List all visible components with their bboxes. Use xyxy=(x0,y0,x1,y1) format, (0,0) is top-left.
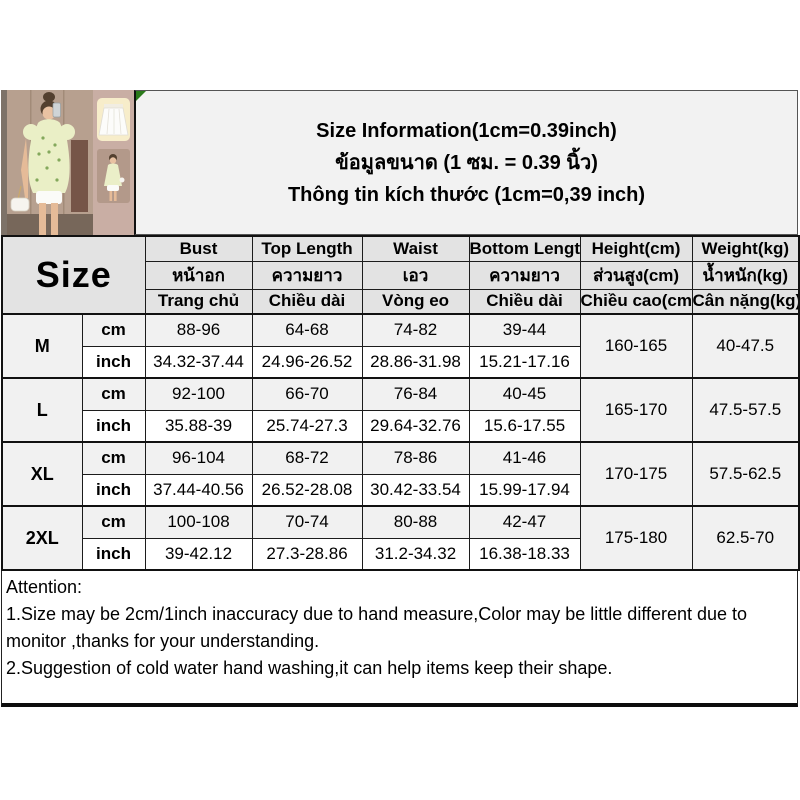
product-photo xyxy=(1,90,134,235)
col-header-waist-th: เอว xyxy=(361,260,470,290)
measurement-cell: 64-68 xyxy=(251,313,363,347)
col-header-height-vi: Chiều cao(cm) xyxy=(579,288,693,315)
size-row-label: M xyxy=(1,313,83,379)
measurement-cell: 100-108 xyxy=(144,505,253,539)
size-header-cell: Size xyxy=(1,235,146,315)
unit-label-cm: cm xyxy=(81,313,146,347)
measurement-cell: 74-82 xyxy=(361,313,470,347)
measurement-cell: 30.42-33.54 xyxy=(361,473,470,507)
table-row: inch 39-42.12 27.3-28.86 31.2-34.32 16.3… xyxy=(2,537,799,571)
title-line-en: Size Information(1cm=0.39inch) xyxy=(316,119,617,142)
measurement-cell: 42-47 xyxy=(468,505,581,539)
product-photo-illustration xyxy=(1,90,134,235)
table-row: M cm 88-96 64-68 74-82 39-44 160-165 40-… xyxy=(1,313,800,379)
col-header-waist-en: Waist xyxy=(361,235,470,262)
measurement-cell: 66-70 xyxy=(251,377,363,411)
measurement-cell: 16.38-18.33 xyxy=(468,537,581,571)
title-line-th: ข้อมูลขนาด (1 ซม. = 0.39 นิ้ว) xyxy=(335,151,598,174)
size-info-title-block: Size Information(1cm=0.39inch) ข้อมูลขนา… xyxy=(134,90,798,235)
size-row-label: L xyxy=(1,377,83,443)
measurement-cell: 78-86 xyxy=(361,441,470,475)
measurement-cell: 35.88-39 xyxy=(144,409,253,443)
unit-label-cm: cm xyxy=(81,377,146,411)
measurement-cell: 39-42.12 xyxy=(144,537,253,571)
col-header-weight-vi: Cân nặng(kg) xyxy=(691,288,800,315)
measurement-cell: 92-100 xyxy=(144,377,253,411)
measurement-cell: 34.32-37.44 xyxy=(144,345,253,379)
col-header-toplength-en: Top Length xyxy=(251,235,363,262)
size-row-label: XL xyxy=(1,441,83,507)
measurement-cell: 15.6-17.55 xyxy=(468,409,581,443)
table-row: inch 37.44-40.56 26.52-28.08 30.42-33.54… xyxy=(2,473,799,507)
measurement-cell: 29.64-32.76 xyxy=(361,409,470,443)
thumbnail-outfit xyxy=(97,149,130,203)
corner-fold-icon xyxy=(136,91,146,101)
title-line-vi: Thông tin kích thước (1cm=0,39 inch) xyxy=(287,183,646,206)
measurement-cell: 37.44-40.56 xyxy=(144,473,253,507)
measurement-cell: 88-96 xyxy=(144,313,253,347)
col-header-weight-en: Weight(kg) xyxy=(691,235,800,262)
col-header-bottomlength-th: ความยาว xyxy=(468,260,581,290)
header-row-th: หน้าอก ความยาว เอว ความยาว ส่วนสูง(cm) น… xyxy=(2,260,800,290)
measurement-cell: 41-46 xyxy=(468,441,581,475)
measurement-cell: 80-88 xyxy=(361,505,470,539)
table-row: 2XL cm 100-108 70-74 80-88 42-47 175-180… xyxy=(1,505,800,571)
measurement-cell: 76-84 xyxy=(361,377,470,411)
size-table: Size Bust Top Length Waist Bottom Length… xyxy=(1,235,800,571)
table-row: inch 34.32-37.44 24.96-26.52 28.86-31.98… xyxy=(2,345,799,379)
unit-label-cm: cm xyxy=(81,505,146,539)
col-header-bottomlength-vi: Chiều dài xyxy=(468,288,581,315)
table-row: L cm 92-100 66-70 76-84 40-45 165-170 47… xyxy=(1,377,800,443)
measurement-cell: 15.21-17.16 xyxy=(468,345,581,379)
height-cell: 160-165 xyxy=(579,313,693,379)
measurement-cell: 70-74 xyxy=(251,505,363,539)
measurement-cell: 26.52-28.08 xyxy=(251,473,363,507)
thumbnail-skirt xyxy=(97,98,130,141)
attention-note-2: 2.Suggestion of cold water hand washing,… xyxy=(6,658,613,678)
col-header-bust-en: Bust xyxy=(144,235,253,262)
measurement-cell: 15.99-17.94 xyxy=(468,473,581,507)
attention-title: Attention: xyxy=(6,577,83,597)
model-figure xyxy=(10,92,75,235)
weight-cell: 47.5-57.5 xyxy=(691,377,800,443)
table-row: XL cm 96-104 68-72 78-86 41-46 170-175 5… xyxy=(1,441,800,507)
unit-label-inch: inch xyxy=(81,473,146,507)
measurement-cell: 27.3-28.86 xyxy=(251,537,363,571)
measurement-cell: 68-72 xyxy=(251,441,363,475)
measurement-cell: 31.2-34.32 xyxy=(361,537,470,571)
measurement-cell: 24.96-26.52 xyxy=(251,345,363,379)
height-cell: 175-180 xyxy=(579,505,693,571)
weight-cell: 40-47.5 xyxy=(691,313,800,379)
measurement-cell: 28.86-31.98 xyxy=(361,345,470,379)
header-row-en: Size Bust Top Length Waist Bottom Length… xyxy=(1,235,800,315)
measurement-cell: 40-45 xyxy=(468,377,581,411)
col-header-weight-th: น้ำหนัก(kg) xyxy=(691,260,800,290)
unit-label-inch: inch xyxy=(81,537,146,571)
col-header-height-th: ส่วนสูง(cm) xyxy=(579,260,693,290)
height-cell: 165-170 xyxy=(579,377,693,443)
height-cell: 170-175 xyxy=(579,441,693,507)
unit-label-inch: inch xyxy=(81,409,146,443)
unit-label-cm: cm xyxy=(81,441,146,475)
attention-notes: Attention: 1.Size may be 2cm/1inch inacc… xyxy=(1,571,798,707)
col-header-toplength-vi: Chiều dài xyxy=(251,288,363,315)
col-header-bust-vi: Trang chủ xyxy=(144,288,253,315)
unit-label-inch: inch xyxy=(81,345,146,379)
header-band: Size Information(1cm=0.39inch) ข้อมูลขนา… xyxy=(1,90,798,235)
col-header-height-en: Height(cm) xyxy=(579,235,693,262)
measurement-cell: 25.74-27.3 xyxy=(251,409,363,443)
measurement-cell: 39-44 xyxy=(468,313,581,347)
col-header-toplength-th: ความยาว xyxy=(251,260,363,290)
col-header-bust-th: หน้าอก xyxy=(144,260,253,290)
weight-cell: 62.5-70 xyxy=(691,505,800,571)
attention-note-1: 1.Size may be 2cm/1inch inaccuracy due t… xyxy=(6,604,748,651)
col-header-waist-vi: Vòng eo xyxy=(361,288,470,315)
size-info-sheet: Size Information(1cm=0.39inch) ข้อมูลขนา… xyxy=(1,90,800,707)
weight-cell: 57.5-62.5 xyxy=(691,441,800,507)
col-header-bottomlength-en: Bottom Length xyxy=(468,235,581,262)
measurement-cell: 96-104 xyxy=(144,441,253,475)
size-row-label: 2XL xyxy=(1,505,83,571)
